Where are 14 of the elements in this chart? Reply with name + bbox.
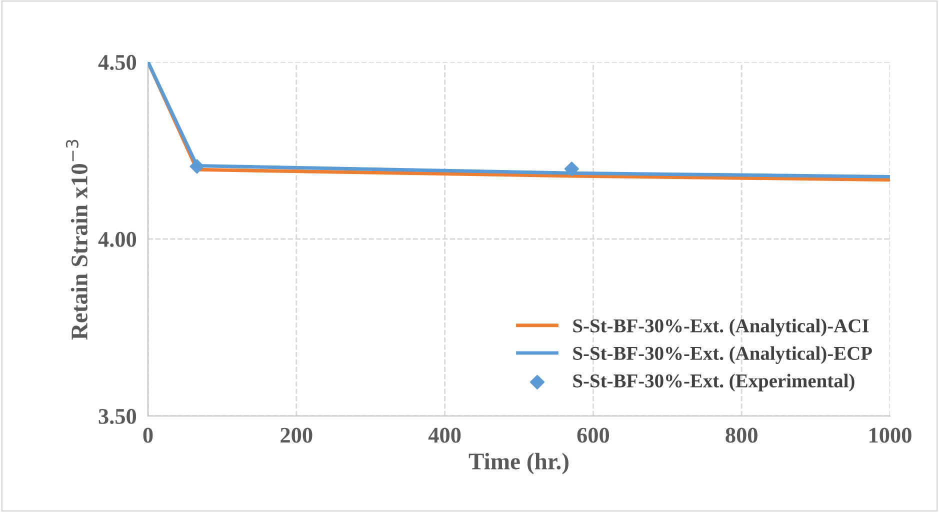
x-tick-label: 600: [577, 428, 610, 443]
x-tick-label: 0: [143, 428, 153, 443]
y-tick-label: 4.00: [98, 232, 136, 248]
y-tick-label: 3.50: [98, 408, 136, 424]
legend-label: S-St-BF-30%-Ext. (Experimental): [573, 374, 854, 392]
y-axis-title: Retain Strain x10$^{−3}$: [66, 140, 88, 340]
y-tick-label: 4.50: [98, 54, 136, 70]
x-tick-label: 1000: [870, 428, 912, 443]
x-tick-label: 800: [726, 428, 758, 443]
legend-label: S-St-BF-30%-Ext. (Analytical)-ECP: [573, 346, 872, 364]
x-tick-label: 200: [280, 428, 312, 443]
x-tick-label: 400: [428, 428, 461, 443]
x-axis-title: Time (hr.): [468, 452, 568, 474]
legend-label: S-St-BF-30%-Ext. (Analytical)-ACI: [573, 318, 869, 336]
